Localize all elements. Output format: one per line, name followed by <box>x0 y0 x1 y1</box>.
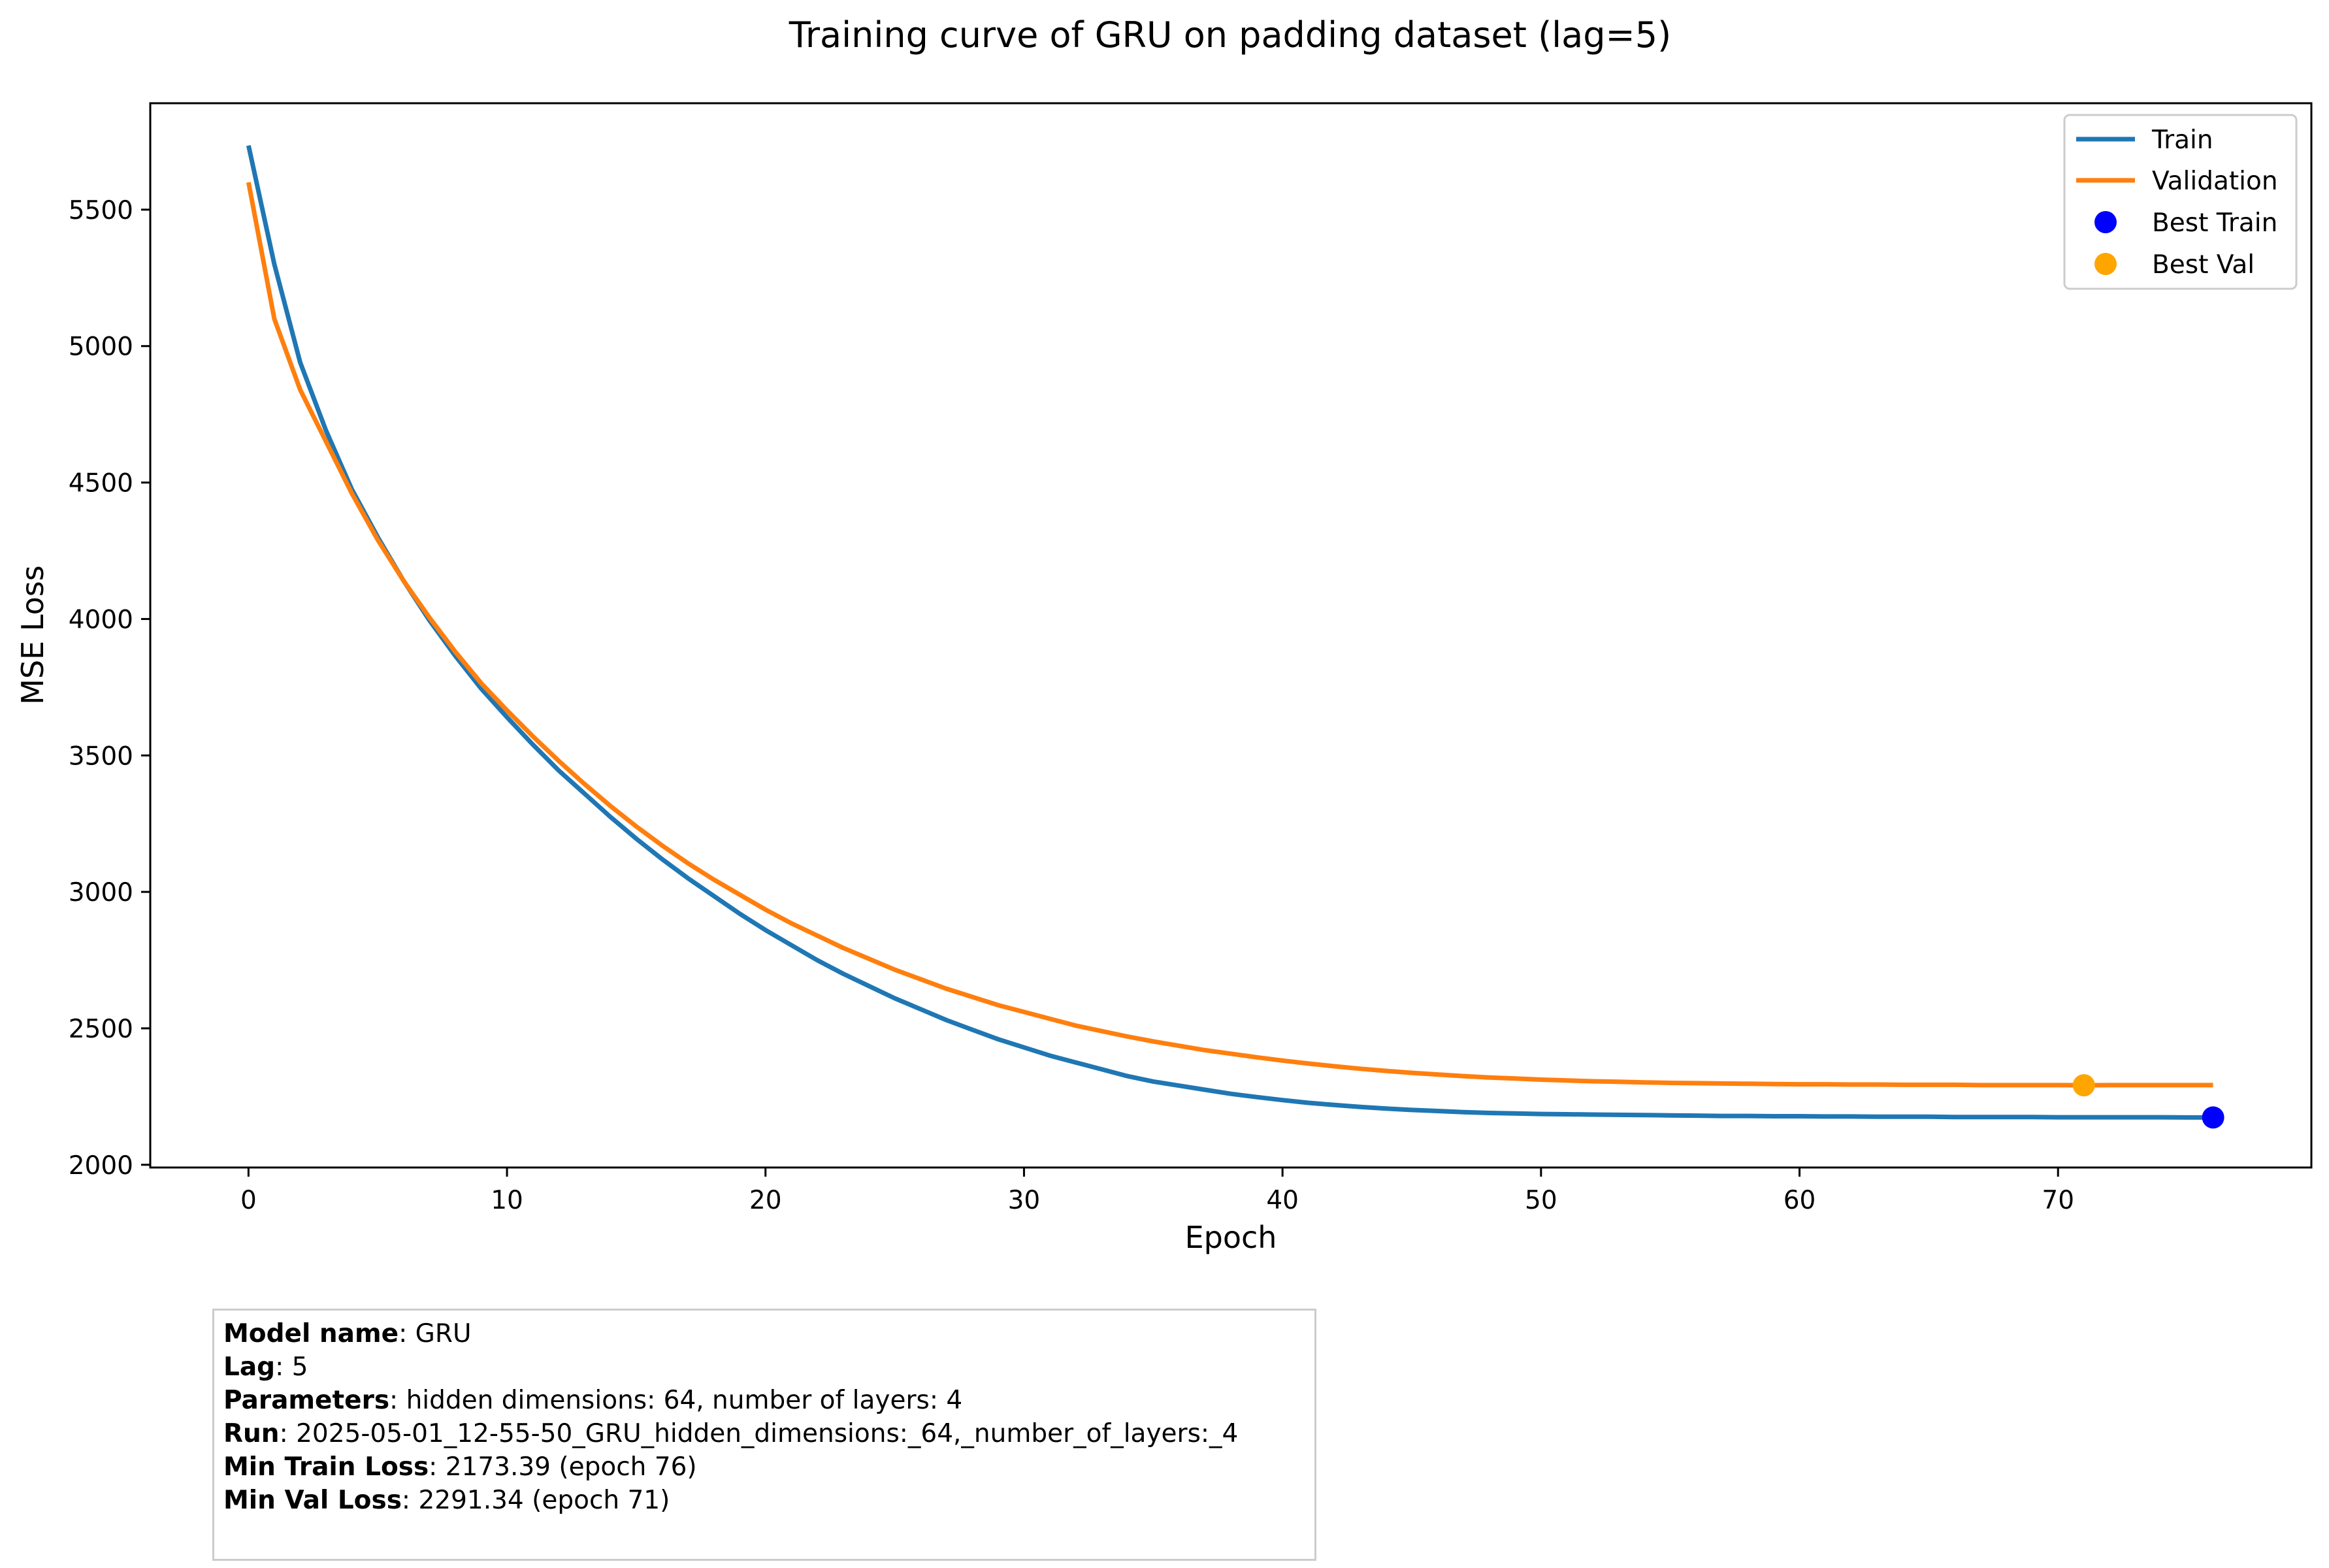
y-tick-label: 4500 <box>69 469 133 498</box>
train-series-line <box>246 144 2213 1120</box>
x-tick-label: 0 <box>240 1186 257 1215</box>
y-tick-label: 5000 <box>69 333 133 362</box>
legend-best-val-marker <box>2094 253 2117 275</box>
chart-title: Training curve of GRU on padding dataset… <box>789 14 1671 56</box>
model-info-box: Model name: GRU Lag: 5 Parameters: hidde… <box>212 1309 1316 1561</box>
legend-best-train-label: Best Train <box>2152 208 2277 238</box>
info-value: : 2025-05-01_12-55-50_GRU_hidden_dimensi… <box>279 1419 1239 1448</box>
info-lag: Lag: 5 <box>223 1350 1305 1384</box>
plot-area-frame <box>149 102 2313 1169</box>
info-key: Min Val Loss <box>223 1486 402 1515</box>
x-tick-label: 50 <box>1525 1186 1557 1215</box>
info-key: Run <box>223 1419 280 1448</box>
x-tick-label: 30 <box>1008 1186 1041 1215</box>
x-tick-label: 10 <box>491 1186 523 1215</box>
info-key: Model name <box>223 1319 399 1348</box>
x-tick-label: 70 <box>2042 1186 2074 1215</box>
y-tick-label: 2000 <box>69 1151 133 1181</box>
y-tick-label: 3000 <box>69 878 133 907</box>
y-tick-label: 3500 <box>69 742 133 771</box>
info-parameters: Parameters: hidden dimensions: 64, numbe… <box>223 1384 1305 1417</box>
best-val-marker <box>2072 1074 2095 1097</box>
legend-best-val-label: Best Val <box>2152 250 2255 280</box>
legend: Train Validation Best Train Best Val <box>2063 114 2298 290</box>
info-key: Parameters <box>223 1386 390 1415</box>
info-min-val-loss: Min Val Loss: 2291.34 (epoch 71) <box>223 1484 1305 1517</box>
legend-best-train-marker <box>2094 211 2117 233</box>
info-value: : 5 <box>275 1352 308 1382</box>
info-key: Min Train Loss <box>223 1452 429 1482</box>
y-tick-label: 5500 <box>69 196 133 225</box>
info-value: : GRU <box>399 1319 472 1348</box>
info-run: Run: 2025-05-01_12-55-50_GRU_hidden_dime… <box>223 1417 1305 1450</box>
info-value: : hidden dimensions: 64, number of layer… <box>389 1386 963 1415</box>
x-tick-label: 40 <box>1266 1186 1299 1215</box>
validation-series-line <box>246 182 2213 1088</box>
x-tick-label: 60 <box>1783 1186 1816 1215</box>
legend-validation-label: Validation <box>2152 167 2278 196</box>
legend-train-label: Train <box>2151 125 2213 155</box>
info-value: : 2291.34 (epoch 71) <box>401 1486 670 1515</box>
info-min-train-loss: Min Train Loss: 2173.39 (epoch 76) <box>223 1450 1305 1484</box>
x-axis-label: Epoch <box>1185 1220 1277 1255</box>
y-tick-label: 2500 <box>69 1015 133 1044</box>
y-tick-label: 4000 <box>69 605 133 634</box>
info-key: Lag <box>223 1352 276 1382</box>
y-axis-label: MSE Loss <box>15 565 50 704</box>
best-train-marker <box>2202 1106 2224 1129</box>
info-model-name: Model name: GRU <box>223 1317 1305 1350</box>
legend-frame <box>2063 114 2298 290</box>
info-value: : 2173.39 (epoch 76) <box>429 1452 697 1482</box>
x-tick-label: 20 <box>749 1186 782 1215</box>
